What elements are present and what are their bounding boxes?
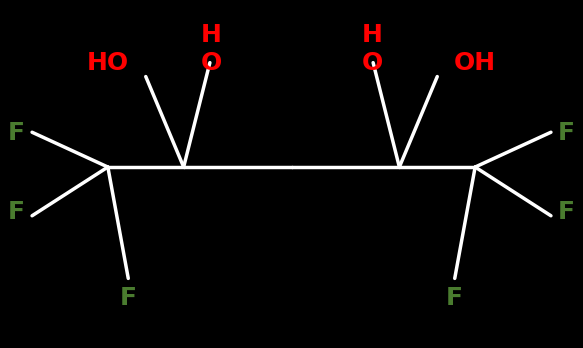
Text: H: H	[361, 23, 382, 47]
Text: F: F	[558, 200, 575, 224]
Text: F: F	[120, 286, 137, 309]
Text: HO: HO	[87, 51, 129, 74]
Text: F: F	[8, 121, 25, 145]
Text: H: H	[201, 23, 222, 47]
Text: OH: OH	[454, 51, 496, 74]
Text: O: O	[361, 51, 382, 74]
Text: F: F	[558, 121, 575, 145]
Text: F: F	[446, 286, 463, 309]
Text: O: O	[201, 51, 222, 74]
Text: F: F	[8, 200, 25, 224]
